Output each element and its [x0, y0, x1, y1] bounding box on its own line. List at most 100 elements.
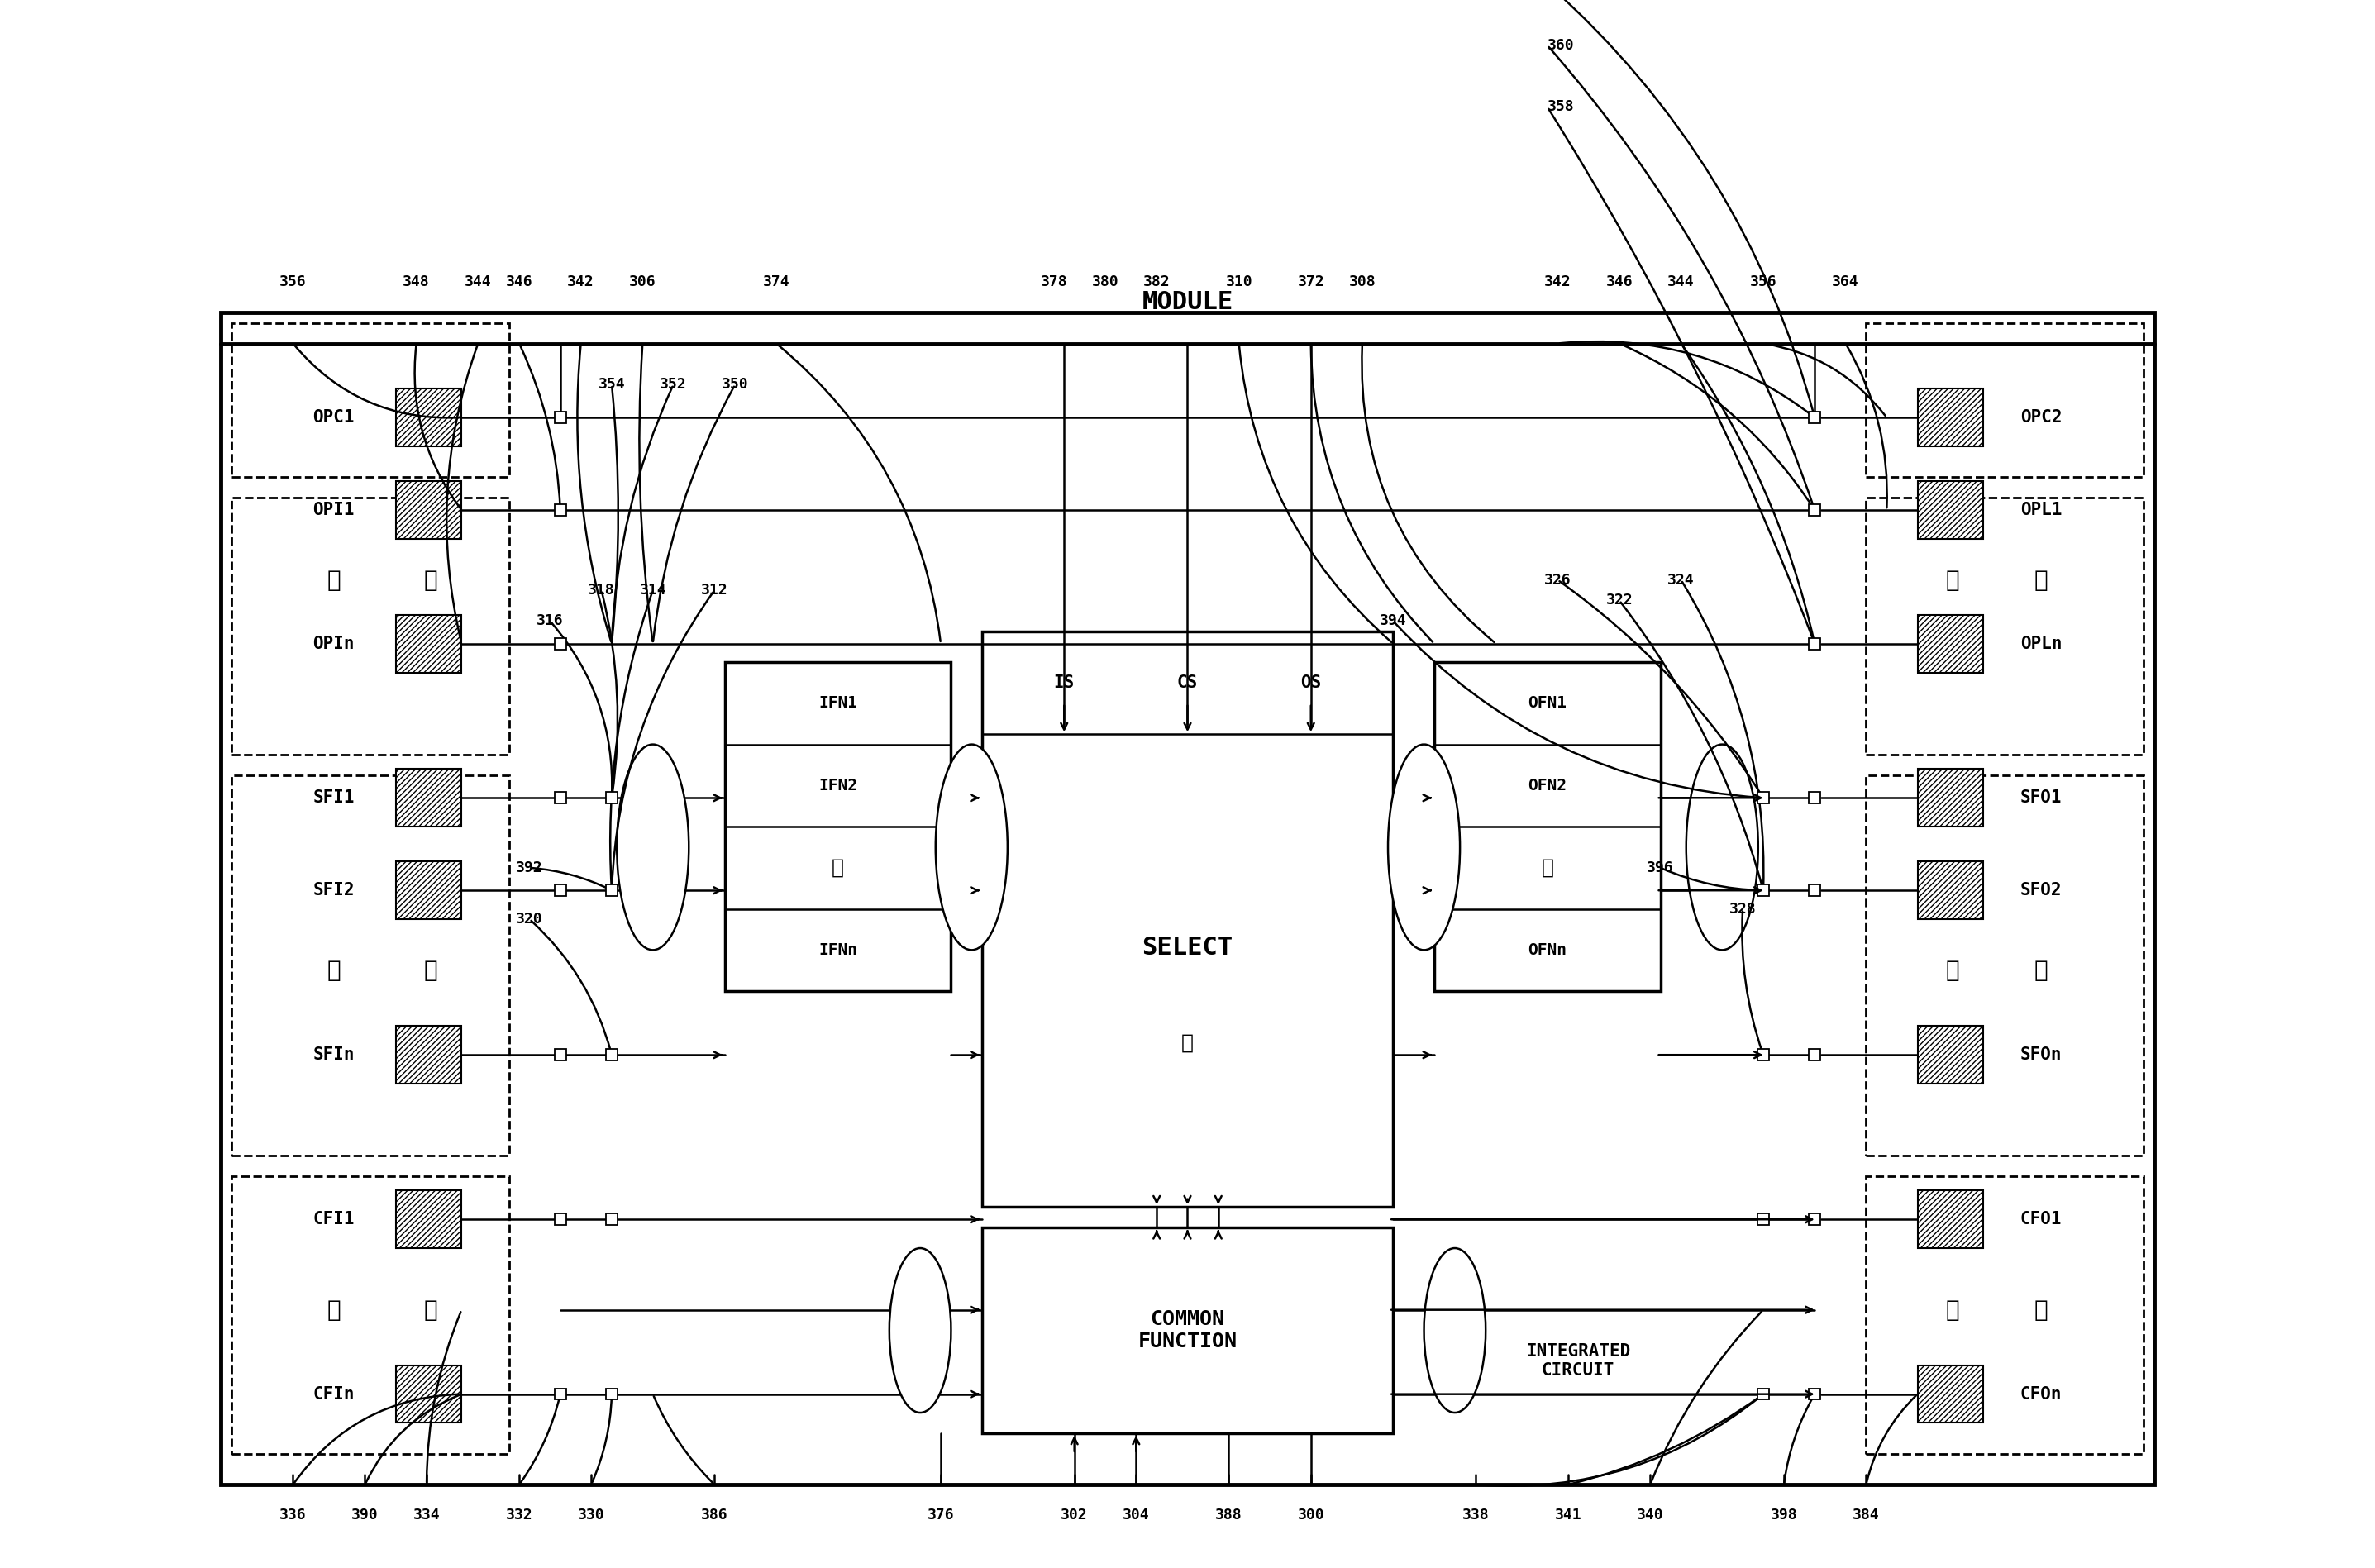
Text: SFI2: SFI2	[314, 883, 354, 898]
Bar	[397, 1190, 461, 1248]
Text: 332: 332	[506, 1508, 532, 1523]
Text: 338: 338	[1463, 1508, 1489, 1523]
Text: 341: 341	[1556, 1508, 1582, 1523]
Text: 302: 302	[1062, 1508, 1088, 1523]
Text: 378: 378	[1040, 274, 1066, 289]
Ellipse shape	[618, 745, 689, 950]
Bar	[1758, 792, 1769, 803]
Text: 360: 360	[1549, 38, 1575, 53]
Text: OFN2: OFN2	[1527, 778, 1568, 793]
Text: ⋮: ⋮	[423, 568, 437, 591]
Text: ⋮: ⋮	[1945, 568, 1959, 591]
Text: INTEGRATED
CIRCUIT: INTEGRATED CIRCUIT	[1527, 1344, 1629, 1380]
Text: SELECT: SELECT	[1142, 936, 1233, 960]
Text: 324: 324	[1667, 572, 1693, 588]
Text: 346: 346	[1606, 274, 1634, 289]
Text: 334: 334	[413, 1508, 439, 1523]
Bar	[397, 1025, 461, 1083]
Bar	[981, 632, 1394, 1207]
Text: CFO1: CFO1	[2021, 1210, 2061, 1228]
Bar	[1758, 1214, 1769, 1225]
Text: 350: 350	[722, 378, 748, 392]
Text: CFOn: CFOn	[2021, 1386, 2061, 1402]
Text: 328: 328	[1729, 902, 1755, 916]
Ellipse shape	[888, 1248, 950, 1413]
Text: OPLn: OPLn	[2021, 635, 2061, 652]
Text: 326: 326	[1544, 572, 1572, 588]
Bar	[1810, 638, 1819, 649]
Text: ⋮: ⋮	[1945, 960, 1959, 982]
Text: 390: 390	[351, 1508, 378, 1523]
Text: ⋮: ⋮	[2033, 1298, 2047, 1322]
Text: ⋮: ⋮	[831, 858, 843, 878]
Text: 300: 300	[1297, 1508, 1325, 1523]
Text: 330: 330	[577, 1508, 606, 1523]
Text: 356: 356	[280, 274, 306, 289]
Text: 396: 396	[1646, 861, 1674, 875]
Bar	[724, 662, 950, 991]
Bar	[397, 861, 461, 919]
Text: IFN2: IFN2	[819, 778, 857, 793]
Text: 372: 372	[1297, 274, 1325, 289]
Bar	[1917, 1366, 1983, 1422]
Text: 310: 310	[1226, 274, 1252, 289]
Bar	[1917, 1190, 1983, 1248]
Bar	[221, 312, 2154, 1485]
Text: IFN1: IFN1	[819, 696, 857, 712]
Bar	[1758, 1049, 1769, 1060]
Bar	[1810, 792, 1819, 803]
Text: 308: 308	[1349, 274, 1375, 289]
Bar	[230, 1176, 508, 1454]
Bar	[397, 768, 461, 826]
Text: 314: 314	[639, 583, 667, 597]
Text: 354: 354	[598, 378, 625, 392]
Bar	[556, 792, 565, 803]
Text: ⋮: ⋮	[1945, 1298, 1959, 1322]
Text: 348: 348	[404, 274, 430, 289]
Text: 376: 376	[926, 1508, 955, 1523]
Bar	[556, 412, 565, 423]
Text: ⋮: ⋮	[1541, 858, 1553, 878]
Text: ⋮: ⋮	[423, 960, 437, 982]
Text: 352: 352	[660, 378, 686, 392]
Text: 392: 392	[515, 861, 544, 875]
Bar	[606, 884, 618, 895]
Ellipse shape	[1387, 745, 1461, 950]
Bar	[606, 1389, 618, 1400]
Bar	[1867, 1176, 2145, 1454]
Text: ⋮: ⋮	[328, 960, 342, 982]
Text: 358: 358	[1549, 100, 1575, 114]
Bar	[1434, 662, 1660, 991]
Bar	[230, 775, 508, 1156]
Text: 380: 380	[1093, 274, 1119, 289]
Bar	[556, 638, 565, 649]
Text: 336: 336	[280, 1508, 306, 1523]
Bar	[1810, 412, 1819, 423]
Text: OPC2: OPC2	[2021, 409, 2061, 426]
Bar	[1917, 861, 1983, 919]
Bar	[1867, 775, 2145, 1156]
Bar	[230, 323, 508, 477]
Text: OFN1: OFN1	[1527, 696, 1568, 712]
Text: SFI1: SFI1	[314, 790, 354, 806]
Bar	[230, 497, 508, 754]
Bar	[606, 792, 618, 803]
Text: OPIn: OPIn	[314, 635, 354, 652]
Text: ⋮: ⋮	[423, 1298, 437, 1322]
Text: SFO1: SFO1	[2021, 790, 2061, 806]
Text: SFOn: SFOn	[2021, 1046, 2061, 1063]
Text: SFO2: SFO2	[2021, 883, 2061, 898]
Bar	[1758, 884, 1769, 895]
Text: 398: 398	[1769, 1508, 1798, 1523]
Bar	[397, 615, 461, 673]
Text: OPL1: OPL1	[2021, 502, 2061, 519]
Text: 318: 318	[589, 583, 615, 597]
Text: 382: 382	[1142, 274, 1171, 289]
Text: 364: 364	[1831, 274, 1860, 289]
Bar	[1917, 389, 1983, 447]
Text: 312: 312	[701, 583, 729, 597]
Bar	[556, 505, 565, 516]
Text: 384: 384	[1852, 1508, 1879, 1523]
Bar	[1917, 615, 1983, 673]
Text: ⋮: ⋮	[1180, 1033, 1195, 1052]
